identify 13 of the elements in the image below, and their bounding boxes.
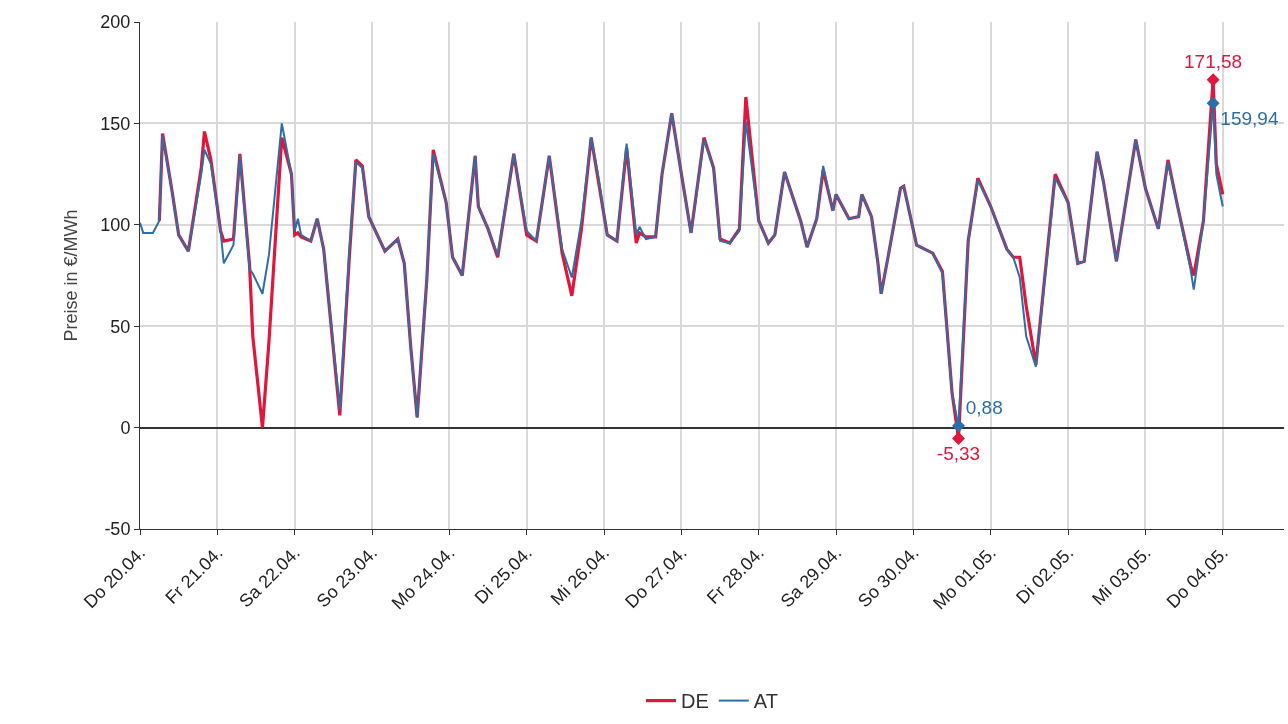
data-label: 0,88	[965, 396, 1003, 418]
y-tick-label: 150	[100, 113, 131, 134]
legend-label: AT	[753, 690, 778, 713]
data-label: 159,94	[1220, 107, 1279, 129]
y-tick-label: -50	[104, 519, 131, 540]
y-axis-title: Preise in €/MWh	[60, 209, 81, 342]
y-tick-label: 100	[100, 215, 131, 236]
data-label: -5,33	[936, 442, 981, 464]
y-tick-label: 0	[120, 417, 131, 438]
legend-label: DE	[681, 690, 709, 713]
y-tick-label: 50	[110, 316, 131, 337]
data-label: 171,58	[1184, 50, 1243, 72]
y-tick-label: 200	[100, 12, 131, 33]
